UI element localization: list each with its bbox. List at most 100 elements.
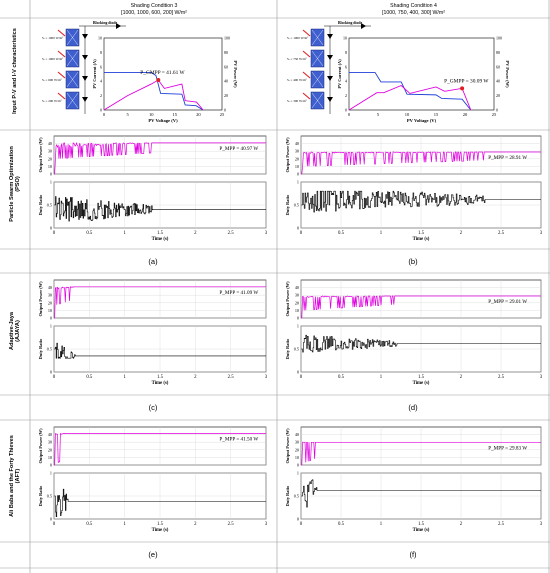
x-tick-label: 2 bbox=[194, 375, 197, 380]
blocking-diode bbox=[116, 23, 121, 29]
sub-label-b: (b) bbox=[408, 257, 418, 266]
sun-arrow bbox=[302, 29, 311, 37]
x-tick-label: 1 bbox=[380, 375, 383, 380]
y2-axis-label: PV Power (W) bbox=[233, 60, 238, 88]
x-tick-label: 25 bbox=[220, 112, 225, 117]
x-tick-label: 0.5 bbox=[86, 231, 93, 236]
power-tick-label: 20 bbox=[48, 447, 52, 452]
column-header-irradiance: [1000, 750, 400, 300] W/m² bbox=[382, 9, 445, 16]
irradiance-label: Sₐ = 200 W/m² bbox=[42, 99, 62, 103]
output-power-trace bbox=[54, 432, 266, 466]
pmpp-label: P_MPP = 28.91 W bbox=[488, 155, 527, 161]
power-tick-label: 20 bbox=[295, 300, 299, 305]
power-tick-label: 30 bbox=[48, 293, 52, 298]
x-axis-label: PV Voltage (V) bbox=[148, 118, 178, 123]
output-power-trace bbox=[301, 151, 541, 175]
x-tick-label: 0.5 bbox=[338, 231, 345, 236]
blocking-diode bbox=[361, 23, 366, 29]
y-tick-label: 2 bbox=[100, 93, 102, 98]
x-tick-label: 1.5 bbox=[157, 231, 164, 236]
x-axis-label: Time (s) bbox=[413, 381, 430, 386]
x-tick-label: 2 bbox=[460, 522, 463, 527]
power-tick-label: 10 bbox=[295, 308, 299, 313]
x-tick-label: 20 bbox=[463, 112, 468, 117]
power-tick-label: 10 bbox=[48, 455, 52, 460]
sub-label-c: (c) bbox=[148, 403, 158, 412]
duty-axis-label: Duty Ratio bbox=[38, 485, 43, 506]
power-axis-label: Output Power (W) bbox=[285, 137, 290, 173]
duty-ratio-trace bbox=[54, 196, 266, 222]
pv-curve bbox=[348, 84, 472, 111]
output-power-trace bbox=[301, 441, 541, 466]
x-tick-label: 1.5 bbox=[418, 231, 425, 236]
sub-label-e: (e) bbox=[148, 550, 158, 559]
x-tick-label: 0 bbox=[53, 522, 56, 527]
sub-label-d: (d) bbox=[408, 403, 418, 412]
x-tick-label: 5 bbox=[126, 112, 129, 117]
y-tick-label: 0 bbox=[345, 108, 347, 113]
x-tick-label: 1.5 bbox=[157, 522, 164, 527]
y2-tick-label: 20 bbox=[496, 93, 500, 98]
irradiance-label: Sₐ = 400 W/m² bbox=[287, 78, 307, 82]
x-axis-label: Time (s) bbox=[152, 237, 169, 242]
power-tick-label: 40 bbox=[48, 141, 52, 146]
x-tick-label: 2.5 bbox=[498, 522, 505, 527]
power-tick-label: 30 bbox=[48, 149, 52, 154]
pv-curve bbox=[103, 79, 204, 111]
duty-tick-label: 1 bbox=[297, 471, 299, 476]
duty-ratio-trace bbox=[301, 334, 541, 353]
sun-arrow bbox=[302, 50, 311, 58]
module-mark bbox=[66, 71, 79, 88]
x-tick-label: 2.5 bbox=[498, 231, 505, 236]
duty-ratio-trace bbox=[301, 479, 541, 508]
y-tick-label: 8 bbox=[345, 50, 347, 55]
duty-axis-label: Duty Ratio bbox=[285, 485, 290, 506]
power-tick-label: 0 bbox=[50, 316, 52, 321]
sun-arrow bbox=[302, 92, 311, 100]
sun-arrow bbox=[57, 92, 66, 100]
duty-axis-label: Duty Ratio bbox=[38, 194, 43, 215]
module-mark bbox=[66, 29, 79, 46]
y-axis-label: PV Current (A) bbox=[92, 59, 97, 89]
column-header-condition-4: Shading Condition 4 [1000, 750, 400, 300… bbox=[278, 3, 549, 16]
duty-tick-label: 1 bbox=[50, 180, 52, 185]
column-header-condition-3: Shading Condition 3 [1000, 1000, 600, 20… bbox=[31, 3, 277, 16]
x-tick-label: 0.5 bbox=[86, 522, 93, 527]
module-mark bbox=[311, 71, 324, 88]
y-tick-label: 4 bbox=[100, 79, 102, 84]
y-tick-label: 10 bbox=[343, 36, 347, 41]
output-power-trace bbox=[54, 286, 266, 319]
duty-tick-label: 1 bbox=[50, 324, 52, 329]
y2-tick-label: 0 bbox=[496, 108, 498, 113]
duty-tick-label: 0.5 bbox=[294, 347, 299, 352]
power-tick-label: 20 bbox=[48, 300, 52, 305]
x-tick-label: 1.5 bbox=[418, 522, 425, 527]
x-tick-label: 3 bbox=[265, 522, 268, 527]
gmpp-marker bbox=[460, 86, 465, 91]
x-tick-label: 2 bbox=[194, 522, 197, 527]
plot-frame bbox=[103, 37, 223, 111]
x-tick-label: 25 bbox=[492, 112, 497, 117]
x-tick-label: 3 bbox=[540, 522, 543, 527]
sun-arrow bbox=[57, 50, 66, 58]
x-tick-label: 0 bbox=[300, 231, 303, 236]
x-tick-label: 0 bbox=[300, 522, 303, 527]
duty-axis-label: Duty Ratio bbox=[285, 194, 290, 215]
x-tick-label: 2.5 bbox=[228, 375, 235, 380]
irradiance-label: Sₐ = 600 W/m² bbox=[42, 78, 62, 82]
y-tick-label: 4 bbox=[345, 79, 347, 84]
power-tick-label: 40 bbox=[48, 285, 52, 290]
column-header-irradiance: [1000, 1000, 600, 200] W/m² bbox=[121, 9, 187, 16]
gmpp-label: P_GMPP = 30.09 W bbox=[444, 78, 489, 84]
x-tick-label: 15 bbox=[173, 112, 178, 117]
irradiance-label: Sₐ = 1000 W/m² bbox=[42, 57, 63, 61]
column-header-title: Shading Condition 3 bbox=[130, 3, 178, 9]
x-tick-label: 20 bbox=[196, 112, 201, 117]
module-mark bbox=[311, 50, 324, 67]
power-tick-label: 20 bbox=[295, 156, 299, 161]
irradiance-label: Sₐ = 1000 W/m² bbox=[42, 36, 63, 40]
irradiance-label: Sₐ = 300 W/m² bbox=[287, 99, 307, 103]
